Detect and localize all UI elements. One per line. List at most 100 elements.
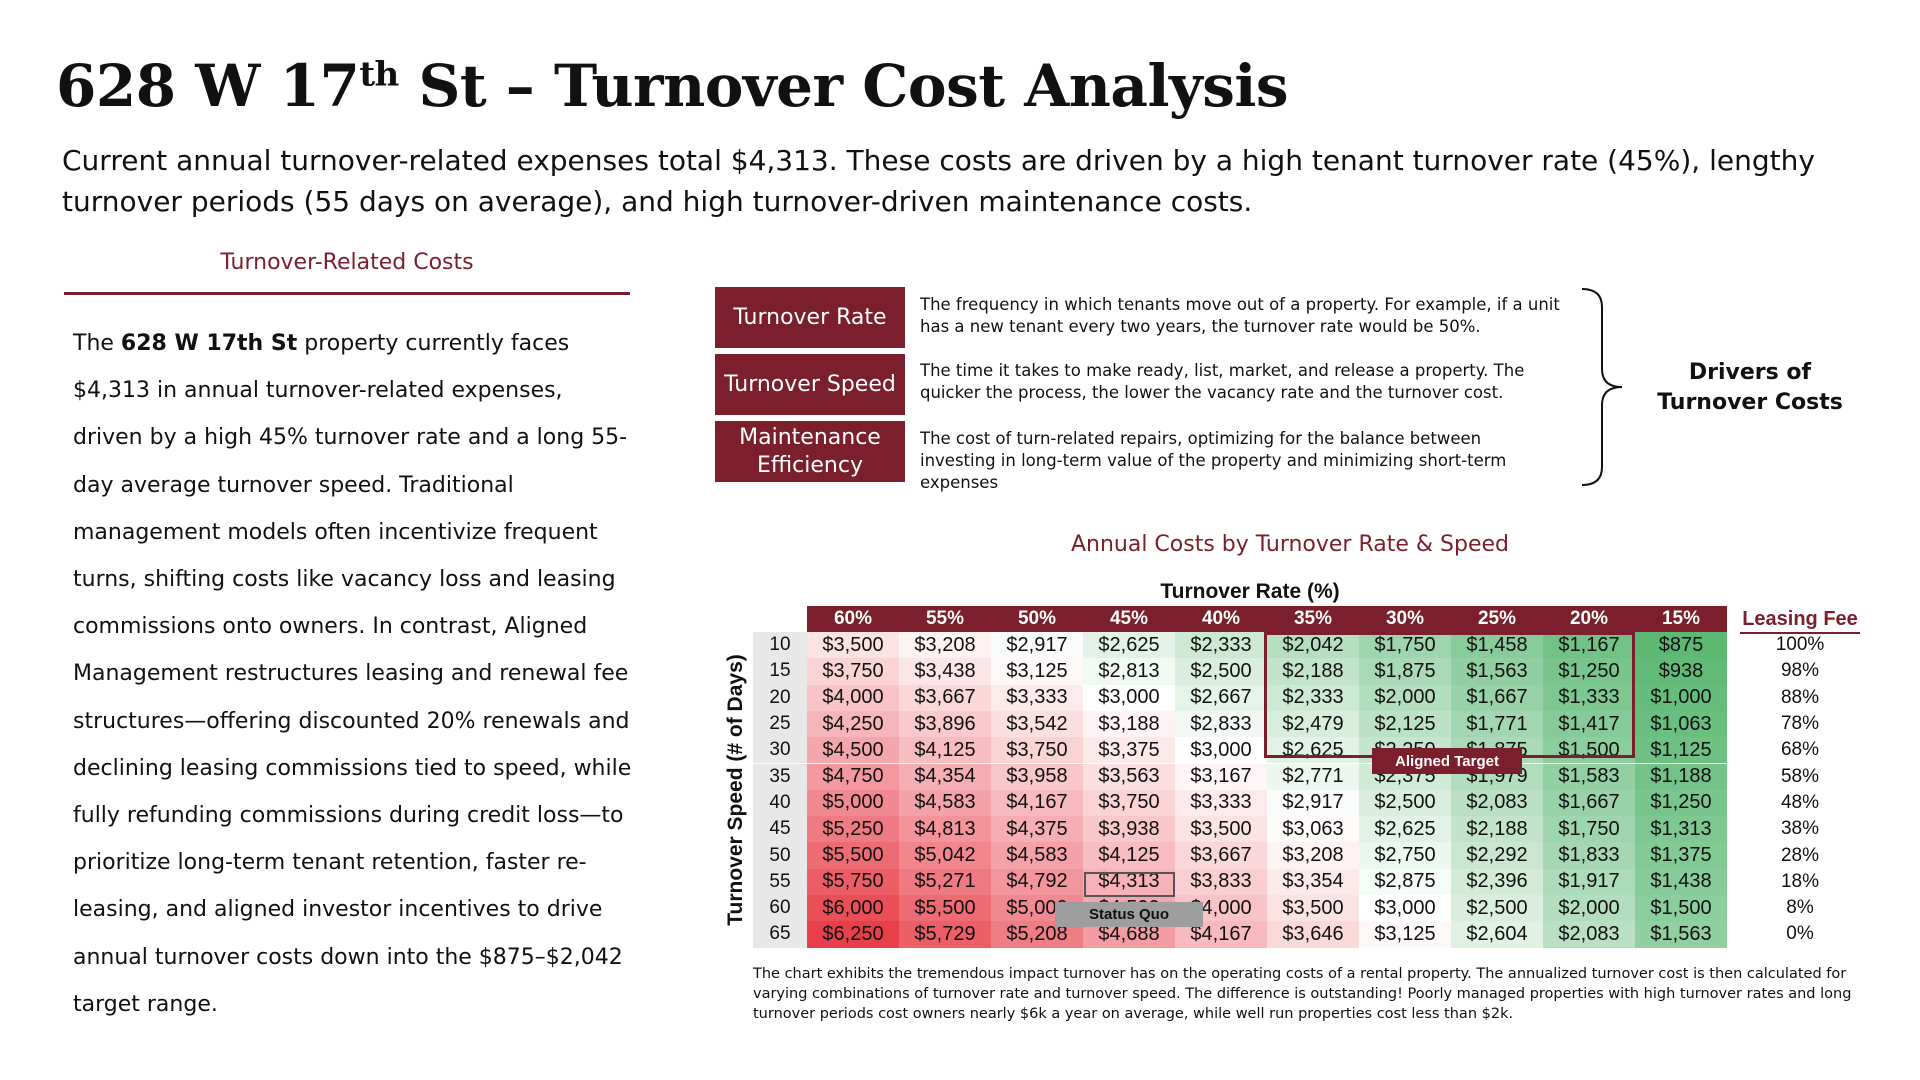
heading-divider xyxy=(64,292,630,295)
brace-icon xyxy=(1581,288,1623,486)
heatmap-cell: $2,396 xyxy=(1451,868,1543,895)
heatmap-cell: $5,250 xyxy=(807,816,899,843)
leasing-fee-value: 58% xyxy=(1780,765,1820,787)
row-header: 30 xyxy=(753,737,807,764)
heatmap-cell: $3,333 xyxy=(1175,789,1267,817)
heatmap-cell: $3,375 xyxy=(1083,737,1175,764)
leasing-fee-value: 48% xyxy=(1780,791,1820,813)
y-axis-title: Turnover Speed (# of Days) xyxy=(724,654,747,926)
heatmap-cell: $3,500 xyxy=(1267,895,1359,922)
heatmap-cell: $1,417 xyxy=(1543,710,1635,738)
heatmap-cell: $3,208 xyxy=(1267,842,1359,869)
heatmap-cell: $1,750 xyxy=(1543,816,1635,843)
heatmap-cell: $2,875 xyxy=(1359,868,1451,895)
heatmap-cell: $4,000 xyxy=(807,684,899,711)
heatmap-cell: $1,563 xyxy=(1635,921,1727,948)
heatmap-cell: $1,500 xyxy=(1635,895,1727,922)
heatmap-cell: $4,125 xyxy=(899,737,991,764)
heatmap-cell: $3,000 xyxy=(1359,895,1451,922)
column-header: 20% xyxy=(1543,606,1635,632)
row-header: 20 xyxy=(753,684,807,711)
x-axis-title: Turnover Rate (%) xyxy=(1160,580,1340,603)
heatmap-cell: $4,813 xyxy=(899,816,991,843)
row-header: 10 xyxy=(753,632,807,659)
heatmap-cell: $3,958 xyxy=(991,763,1083,790)
column-header: 35% xyxy=(1267,606,1359,632)
leasing-fee-value: 38% xyxy=(1780,818,1820,840)
heatmap-cell: $2,333 xyxy=(1267,684,1359,711)
driver-description-turnover-speed: The time it takes to make ready, list, m… xyxy=(920,361,1525,402)
heatmap-cell: $1,667 xyxy=(1543,789,1635,817)
heatmap-cell: $5,500 xyxy=(899,895,991,922)
heatmap-cell: $1,917 xyxy=(1543,868,1635,895)
page-subtitle: Current annual turnover-related expenses… xyxy=(62,144,1815,218)
heatmap-cell: $4,250 xyxy=(807,710,899,738)
row-header: 25 xyxy=(753,710,807,738)
column-header: 55% xyxy=(899,606,991,632)
heatmap-cell: $1,771 xyxy=(1451,710,1543,738)
aligned-target-outline xyxy=(1264,632,1635,758)
heatmap-cell: $3,354 xyxy=(1267,868,1359,895)
chart-footnote: The chart exhibits the tremendous impact… xyxy=(753,966,1852,1022)
heatmap-cell: $3,500 xyxy=(1175,816,1267,843)
heatmap-cell: $2,625 xyxy=(1083,632,1175,659)
column-header: 50% xyxy=(991,606,1083,632)
heatmap-cell: $3,000 xyxy=(1175,737,1267,764)
heatmap-cell: $2,750 xyxy=(1359,842,1451,869)
heatmap-cell: $3,896 xyxy=(899,710,991,738)
heatmap-cell: $2,083 xyxy=(1543,921,1635,948)
heatmap-cell: $5,042 xyxy=(899,842,991,869)
leasing-fee-value: 98% xyxy=(1780,660,1820,682)
heatmap-cell: $1,667 xyxy=(1451,684,1543,711)
heatmap-cell: $1,125 xyxy=(1635,737,1727,764)
heatmap-cell: $2,833 xyxy=(1175,710,1267,738)
heatmap-cell: $3,333 xyxy=(991,684,1083,711)
chart-title: Annual Costs by Turnover Rate & Speed xyxy=(1070,532,1510,557)
row-header: 15 xyxy=(753,658,807,685)
status-quo-outline xyxy=(1084,872,1175,897)
heatmap-cell: $2,333 xyxy=(1175,632,1267,659)
heatmap-cell: $3,646 xyxy=(1267,921,1359,948)
aligned-target-label: Aligned Target xyxy=(1372,748,1522,774)
column-header: 45% xyxy=(1083,606,1175,632)
column-header: 60% xyxy=(807,606,899,632)
heatmap-cell: $2,500 xyxy=(1451,895,1543,922)
heatmap-cell: $2,292 xyxy=(1451,842,1543,869)
heatmap-cell: $6,250 xyxy=(807,921,899,948)
heatmap-cell: $3,500 xyxy=(807,632,899,659)
turnover-costs-body: The 628 W 17th St property currently fac… xyxy=(73,331,632,1017)
heatmap-cell: $2,667 xyxy=(1175,684,1267,711)
heatmap-cell: $3,750 xyxy=(1083,789,1175,817)
leasing-fee-header: Leasing Fee xyxy=(1740,606,1860,634)
heatmap-cell: $1,000 xyxy=(1635,684,1727,711)
heatmap-cell: $2,125 xyxy=(1359,710,1451,738)
heatmap-cell: $6,000 xyxy=(807,895,899,922)
heatmap-cell: $3,750 xyxy=(807,658,899,685)
driver-label-maintenance-efficiency: Maintenance Efficiency xyxy=(715,421,905,482)
heatmap-cell: $1,583 xyxy=(1543,763,1635,790)
heatmap-cell: $4,375 xyxy=(991,816,1083,843)
heatmap-cell: $1,458 xyxy=(1451,632,1543,659)
heatmap-cell: $2,771 xyxy=(1267,763,1359,790)
heatmap-cell: $1,875 xyxy=(1359,658,1451,685)
leasing-fee-value: 88% xyxy=(1780,686,1820,708)
heatmap-cell: $5,729 xyxy=(899,921,991,948)
heatmap-cell: $4,354 xyxy=(899,763,991,790)
row-header: 65 xyxy=(753,921,807,948)
heatmap-cell: $3,667 xyxy=(1175,842,1267,869)
heatmap-cell: $1,063 xyxy=(1635,710,1727,738)
heatmap-cell: $3,563 xyxy=(1083,763,1175,790)
heatmap-cell: $3,188 xyxy=(1083,710,1175,738)
heatmap-cell: $3,167 xyxy=(1175,763,1267,790)
leasing-fee-value: 18% xyxy=(1780,870,1820,892)
status-quo-label: Status Quo xyxy=(1055,902,1203,927)
row-header: 40 xyxy=(753,789,807,817)
leasing-fee-value: 78% xyxy=(1780,713,1820,735)
heatmap-cell: $2,500 xyxy=(1175,658,1267,685)
heatmap-cell: $1,250 xyxy=(1635,789,1727,817)
heatmap-cell: $1,250 xyxy=(1543,658,1635,685)
leasing-fee-value: 68% xyxy=(1780,739,1820,761)
heatmap-cell: $4,750 xyxy=(807,763,899,790)
heatmap-cell: $1,750 xyxy=(1359,632,1451,659)
heatmap-cell: $5,500 xyxy=(807,842,899,869)
